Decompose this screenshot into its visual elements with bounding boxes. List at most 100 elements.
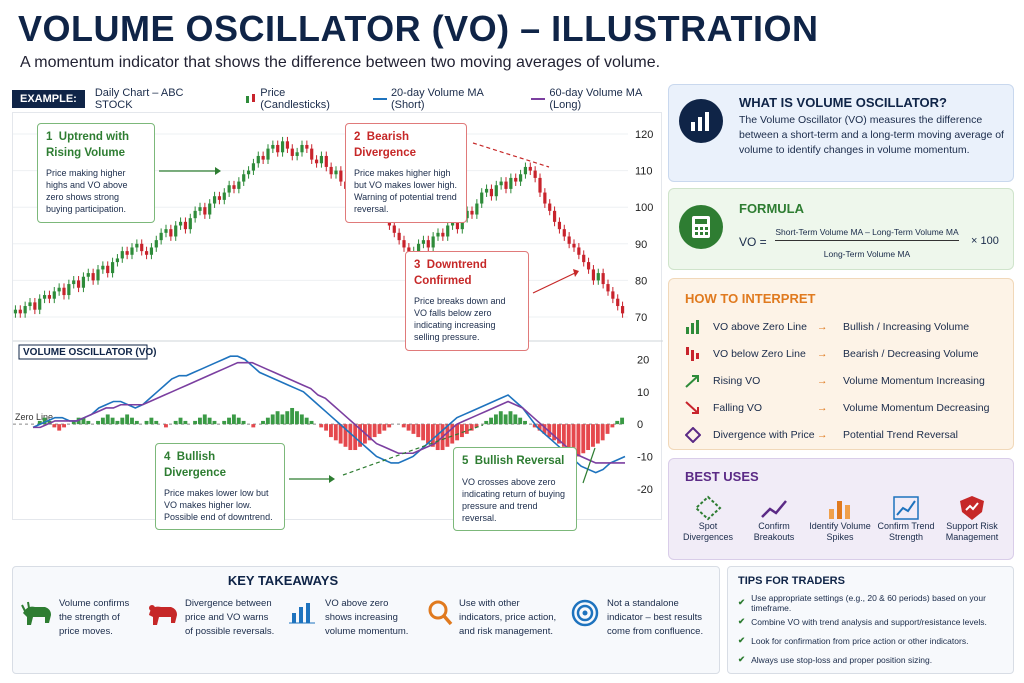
vo-histogram-bar bbox=[523, 420, 527, 425]
candle-body bbox=[23, 306, 27, 314]
vo-histogram-bar bbox=[571, 424, 576, 454]
candle-body bbox=[280, 141, 285, 153]
annotation-1: 1 Uptrend with Rising Volume Price makin… bbox=[37, 123, 155, 223]
vo-histogram-bar bbox=[615, 420, 620, 425]
candle-body bbox=[538, 177, 542, 193]
tips-list: ✔ Use appropriate settings (e.g., 20 & 60… bbox=[738, 593, 1010, 669]
candle-body bbox=[484, 188, 489, 193]
vo-histogram-bar bbox=[450, 424, 455, 444]
vo-y-tick-label: 10 bbox=[637, 387, 649, 399]
best-title: BEST USES bbox=[685, 469, 759, 484]
vo-histogram-bar bbox=[484, 420, 489, 425]
formula-denominator: Long-Term Volume MA bbox=[823, 249, 911, 259]
x-tick-label: Jun bbox=[314, 520, 332, 521]
bars-up-icon bbox=[686, 319, 699, 334]
annotation-4-title: Bullish Divergence bbox=[164, 451, 227, 479]
candle-body bbox=[528, 166, 532, 171]
candle-body bbox=[169, 229, 173, 237]
candle-body bbox=[504, 181, 508, 189]
candle-body bbox=[178, 221, 183, 226]
example-bar: EXAMPLE: Daily Chart – ABC STOCK Price (… bbox=[12, 87, 662, 111]
vo-histogram-bar bbox=[513, 414, 518, 425]
vo-histogram-bar bbox=[37, 420, 42, 425]
interpret-meaning: Volume Momentum Decreasing bbox=[843, 401, 990, 414]
annotation-4: 4 Bullish Divergence Price makes lower l… bbox=[155, 443, 285, 531]
annotation-5: 5 Bullish Reversal VO crosses above zero… bbox=[453, 447, 577, 532]
vo-histogram-bar bbox=[348, 424, 353, 451]
candle-body bbox=[28, 302, 32, 307]
vo-histogram-bar bbox=[595, 424, 600, 444]
candle-body bbox=[193, 210, 197, 219]
vo-histogram-bar bbox=[343, 424, 348, 447]
candle-body bbox=[548, 203, 552, 211]
y-tick-label: 80 bbox=[635, 275, 647, 287]
best-item-breakouts: Confirm Breakouts bbox=[741, 495, 807, 543]
tip-3: ✔ Always use stop-loss and proper positio… bbox=[738, 650, 1010, 669]
vo-histogram-bar bbox=[586, 424, 591, 451]
annotation-3-text: Price breaks down and VO falls below zer… bbox=[414, 296, 506, 343]
y-tick-label: 110 bbox=[635, 166, 653, 178]
formula-panel: FORMULA VO = Short-Term Volume MA – Long… bbox=[668, 188, 1014, 270]
candle-body bbox=[465, 210, 469, 219]
interpret-row: VO below Zero Line → Bearish / Decreasing … bbox=[685, 340, 1011, 367]
candle-body bbox=[290, 148, 294, 156]
diamond-arrows-icon bbox=[694, 495, 722, 521]
candle-body bbox=[271, 144, 275, 149]
vo-histogram-bar bbox=[52, 424, 57, 428]
vo-histogram-bar bbox=[329, 424, 333, 438]
what-text: The Volume Oscillator (VO) measures the … bbox=[739, 114, 1004, 157]
candle-body bbox=[242, 174, 246, 182]
candle-body bbox=[266, 148, 270, 160]
formula-numerator: Short-Term Volume MA – Long-Term Volume … bbox=[775, 227, 959, 241]
best-item-trend: Confirm Trend Strength bbox=[873, 495, 939, 543]
vo-histogram-bar bbox=[265, 417, 270, 425]
candle-body bbox=[470, 210, 474, 215]
vo-y-tick-label: 20 bbox=[637, 354, 649, 366]
formula-title: FORMULA bbox=[739, 201, 804, 216]
candle-body bbox=[198, 207, 202, 211]
bars-icon bbox=[289, 603, 315, 624]
candle-body bbox=[203, 207, 207, 215]
page-title: VOLUME OSCILLATOR (VO) – ILLUSTRATION bbox=[18, 8, 819, 49]
vo-series-line bbox=[32, 355, 626, 474]
candle-body bbox=[426, 240, 430, 248]
annotation-2-text: Price makes higher high but VO makes low… bbox=[354, 168, 458, 215]
interpret-meaning: Volume Momentum Increasing bbox=[843, 374, 985, 387]
candle-body bbox=[310, 148, 314, 160]
candle-body bbox=[552, 210, 557, 222]
vo-histogram-bar bbox=[154, 420, 159, 425]
vo-histogram-bar bbox=[134, 420, 139, 425]
annotation-3-title: Downtrend Confirmed bbox=[414, 259, 487, 287]
tips-panel: TIPS FOR TRADERS ✔ Use appropriate settin… bbox=[727, 566, 1014, 674]
candle-body bbox=[431, 236, 435, 248]
candle-body bbox=[212, 196, 217, 204]
annotation-1-num: 1 bbox=[46, 131, 53, 143]
example-tag: EXAMPLE: bbox=[12, 90, 85, 108]
interpret-condition: VO above Zero Line bbox=[713, 320, 807, 333]
candle-body bbox=[13, 309, 18, 314]
vo-histogram-bar bbox=[71, 420, 76, 425]
candle-body bbox=[416, 243, 421, 252]
candle-body bbox=[208, 203, 212, 215]
takeaway-4: Not a standalone indicator – best result… bbox=[607, 598, 704, 637]
target-icon bbox=[571, 599, 599, 627]
vo-histogram-bar bbox=[202, 414, 207, 425]
candle-body bbox=[188, 218, 192, 230]
annotation-2-title: Bearish Divergence bbox=[354, 131, 417, 159]
arrow-right-icon: → bbox=[817, 320, 828, 333]
vo-histogram-bar bbox=[62, 424, 66, 428]
x-tick-label: Mar bbox=[110, 520, 129, 521]
best-item-risk: Support Risk Management bbox=[939, 495, 1005, 543]
annotation-arrow bbox=[582, 447, 596, 484]
candle-body bbox=[329, 166, 333, 175]
legend-candles-label: Price (Candlesticks) bbox=[260, 87, 330, 111]
breakout-icon bbox=[761, 500, 787, 518]
formula-multiplier: × 100 bbox=[971, 235, 999, 247]
candle-body bbox=[42, 295, 47, 299]
tip-1: ✔ Combine VO with trend analysis and supp… bbox=[738, 612, 1010, 631]
best-list: Spot Divergences Confirm Breakouts Ident… bbox=[675, 495, 1005, 543]
best-item-3-label: Confirm Trend Strength bbox=[877, 521, 935, 542]
candle-body bbox=[397, 232, 401, 241]
vo-y-tick-label: -20 bbox=[637, 484, 653, 496]
candle-body bbox=[324, 155, 328, 167]
